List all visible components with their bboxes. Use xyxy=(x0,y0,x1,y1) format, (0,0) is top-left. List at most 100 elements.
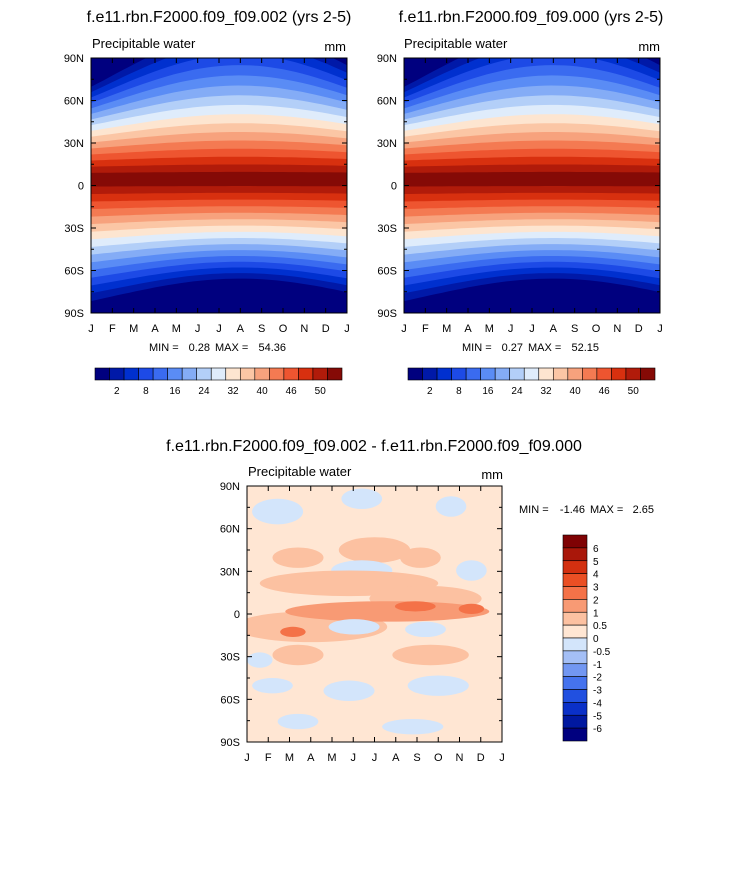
field-band xyxy=(91,171,347,187)
x-tick-label: D xyxy=(635,323,643,335)
colorbar-label: 40 xyxy=(570,386,582,397)
colorbar-label: 2 xyxy=(427,386,433,397)
colorbar-label: 16 xyxy=(482,386,494,397)
colorbar-cell xyxy=(181,367,198,381)
colorbar-cell xyxy=(494,367,511,381)
panel-2-min-label: MIN = xyxy=(462,342,492,354)
colorbar-label: -4 xyxy=(593,698,602,709)
colorbar-label: 40 xyxy=(257,386,269,397)
field-patch xyxy=(272,644,324,666)
field-patch xyxy=(400,547,441,568)
x-tick-label: A xyxy=(464,323,472,335)
colorbar-label: 4 xyxy=(593,570,599,581)
colorbar-cell xyxy=(269,367,285,381)
field-patch xyxy=(392,644,469,666)
colorbar-cell xyxy=(138,367,154,381)
y-tick-label: 30S xyxy=(64,223,84,235)
y-tick-label: 30S xyxy=(377,223,397,235)
panel-2-colorbar: 2 8 16 24 32 40 46 50 xyxy=(407,367,656,397)
y-tick-label: 90N xyxy=(220,481,240,493)
x-tick-label: S xyxy=(413,752,420,764)
colorbar-label: 2 xyxy=(593,595,599,606)
x-tick-label: J xyxy=(88,323,94,335)
colorbar-cell xyxy=(562,573,588,587)
x-tick-label: S xyxy=(258,323,265,335)
diff-min-value: -1.46 xyxy=(560,504,585,516)
y-tick-label: 60N xyxy=(377,96,397,108)
x-tick-label: J xyxy=(372,752,378,764)
panel-1-units: mm xyxy=(324,39,346,54)
colorbar-cell xyxy=(562,650,588,665)
field-patch xyxy=(247,652,273,668)
diff-max-label: MAX = xyxy=(590,504,623,516)
colorbar-cell xyxy=(436,367,452,381)
colorbar-cell xyxy=(239,367,256,381)
x-tick-label: M xyxy=(172,323,181,335)
x-tick-label: D xyxy=(322,323,330,335)
panel-2-units: mm xyxy=(638,39,660,54)
field-patch xyxy=(382,718,444,735)
field-patch xyxy=(280,626,306,638)
y-tick-label: 60N xyxy=(64,96,84,108)
y-tick-label: 90N xyxy=(377,53,397,65)
colorbar-cell xyxy=(509,367,525,381)
colorbar-label: 32 xyxy=(227,386,239,397)
colorbar-label: 46 xyxy=(599,386,611,397)
colorbar-cell xyxy=(562,547,588,562)
colorbar-cell xyxy=(327,367,343,381)
colorbar-cell xyxy=(94,367,110,381)
panel-1-min-label: MIN = xyxy=(149,342,179,354)
y-tick-label: 0 xyxy=(78,181,84,193)
diff-colorbar: 6 5 4 32 1 0.5 0 -0.5 -1 -2 -3-4 -5 -6 xyxy=(562,534,611,742)
colorbar-cell xyxy=(451,367,467,381)
x-tick-label: S xyxy=(571,323,578,335)
diff-max-value: 2.65 xyxy=(633,504,654,516)
colorbar-label: 5 xyxy=(593,557,599,568)
field-patch xyxy=(252,498,304,525)
colorbar-cell xyxy=(596,367,612,381)
field-patch xyxy=(405,621,446,638)
colorbar-cell xyxy=(422,367,438,381)
panel-2-min-value: 0.27 xyxy=(502,342,523,354)
x-tick-label: J xyxy=(244,752,250,764)
x-tick-label: M xyxy=(442,323,451,335)
x-tick-label: J xyxy=(657,323,663,335)
x-tick-label: A xyxy=(307,752,315,764)
field-patch xyxy=(407,675,469,696)
colorbar-cell xyxy=(254,367,270,381)
x-tick-label: F xyxy=(109,323,116,335)
colorbar-cell xyxy=(552,367,569,381)
panel-diff: f.e11.rbn.F2000.f09_f09.002 - f.e11.rbn.… xyxy=(166,438,654,764)
colorbar-label: 24 xyxy=(511,386,523,397)
diff-units: mm xyxy=(481,467,503,482)
panel-2-title: f.e11.rbn.F2000.f09_f09.000 (yrs 2-5) xyxy=(399,9,664,26)
colorbar-cell xyxy=(562,727,588,742)
colorbar-cell xyxy=(562,702,588,716)
x-tick-label: M xyxy=(327,752,336,764)
panel-2-variable: Precipitable water xyxy=(404,36,508,51)
panel-2-max-label: MAX = xyxy=(528,342,561,354)
panel-1-field xyxy=(91,58,347,313)
colorbar-cell xyxy=(562,560,588,574)
x-tick-label: J xyxy=(529,323,535,335)
colorbar-cell xyxy=(640,367,656,381)
colorbar-label: -3 xyxy=(593,686,602,697)
colorbar-cell xyxy=(611,367,627,381)
field-patch xyxy=(394,601,436,612)
x-tick-label: N xyxy=(456,752,464,764)
field-patch xyxy=(328,619,380,635)
colorbar-label: 6 xyxy=(593,544,599,555)
x-tick-label: A xyxy=(392,752,400,764)
panel-1: f.e11.rbn.F2000.f09_f09.002 (yrs 2-5) Pr… xyxy=(64,9,352,397)
colorbar-label: -5 xyxy=(593,711,602,722)
colorbar-label: -1 xyxy=(593,660,602,671)
colorbar-label: 32 xyxy=(540,386,552,397)
x-tick-label: M xyxy=(129,323,138,335)
x-tick-label: J xyxy=(401,323,407,335)
y-tick-label: 90S xyxy=(220,737,240,749)
colorbar-cell xyxy=(225,367,241,381)
colorbar-cell xyxy=(562,624,588,639)
colorbar-cell xyxy=(523,367,540,381)
y-tick-label: 90S xyxy=(64,308,84,320)
